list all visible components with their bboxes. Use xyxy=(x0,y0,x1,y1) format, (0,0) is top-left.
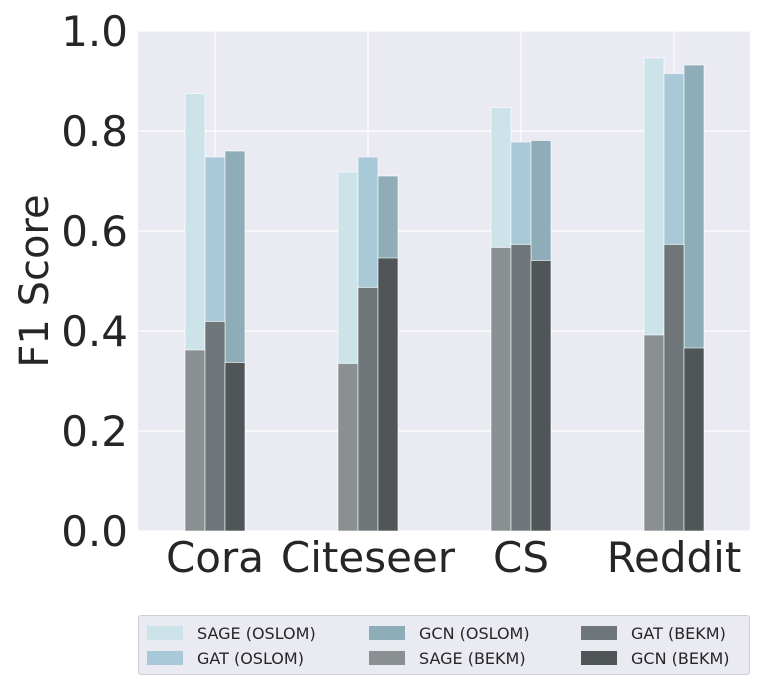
bar-gat-bekm-cora xyxy=(204,321,226,532)
bar-gat-bekm-cs xyxy=(510,244,532,532)
legend-swatch xyxy=(147,626,183,640)
bar-gcn-bekm-citeseer xyxy=(377,257,399,532)
legend-label: SAGE (OSLOM) xyxy=(197,623,316,643)
y-tick-label: 0.0 xyxy=(61,507,128,556)
bar-gcn-bekm-cora xyxy=(224,362,246,532)
y-tick-labels: 0.0 0.2 0.4 0.6 0.8 1.0 xyxy=(61,7,128,556)
y-tick-label: 0.4 xyxy=(61,307,128,356)
bar-sage-bekm-cora xyxy=(184,349,206,532)
bar-gcn-bekm-reddit xyxy=(683,347,705,532)
legend-item: GAT (BEKM) xyxy=(581,623,726,643)
y-tick-label: 0.8 xyxy=(61,107,128,156)
bar-gat-bekm-citeseer xyxy=(357,287,379,532)
bar-gcn-bekm-cs xyxy=(530,260,552,532)
bar-sage-bekm-cs xyxy=(490,247,512,532)
legend-label: GAT (OSLOM) xyxy=(197,648,304,668)
x-tick-labels: Cora Citeseer CS Reddit xyxy=(166,533,741,582)
legend-label: GCN (OSLOM) xyxy=(419,623,530,643)
x-tick-label: Reddit xyxy=(607,533,742,582)
legend-label: SAGE (BEKM) xyxy=(419,648,526,668)
legend-item: GAT (OSLOM) xyxy=(147,648,304,668)
bar-sage-bekm-citeseer xyxy=(337,363,359,532)
bar-chart: 0.00.20.40.60.81.0 Cora Citeseer CS Reddit … xyxy=(12,7,750,582)
legend: SAGE (OSLOM) GAT (OSLOM) GCN (OSLOM) SAG… xyxy=(138,615,750,675)
legend-item: GCN (BEKM) xyxy=(581,648,730,668)
bars xyxy=(184,57,705,532)
legend-swatch xyxy=(147,651,183,665)
legend-item: SAGE (OSLOM) xyxy=(147,623,316,643)
legend-swatch xyxy=(581,651,617,665)
x-tick-label: Citeseer xyxy=(281,533,456,582)
y-tick-label: 0.6 xyxy=(61,207,128,256)
legend-item: GCN (OSLOM) xyxy=(369,623,530,643)
legend-swatch xyxy=(369,651,405,665)
legend-item: SAGE (BEKM) xyxy=(369,648,526,668)
x-tick-label: Cora xyxy=(166,533,264,582)
legend-label: GAT (BEKM) xyxy=(631,623,726,643)
y-tick-label: 1.0 xyxy=(61,7,128,56)
legend-swatch xyxy=(581,626,617,640)
legend-label: GCN (BEKM) xyxy=(631,648,730,668)
bar-gat-bekm-reddit xyxy=(663,244,685,532)
bar-sage-bekm-reddit xyxy=(643,334,665,532)
y-axis-label: F1 Score xyxy=(12,194,58,367)
legend-swatch xyxy=(369,626,405,640)
y-tick-label: 0.2 xyxy=(61,407,128,456)
x-tick-label: CS xyxy=(493,533,549,582)
